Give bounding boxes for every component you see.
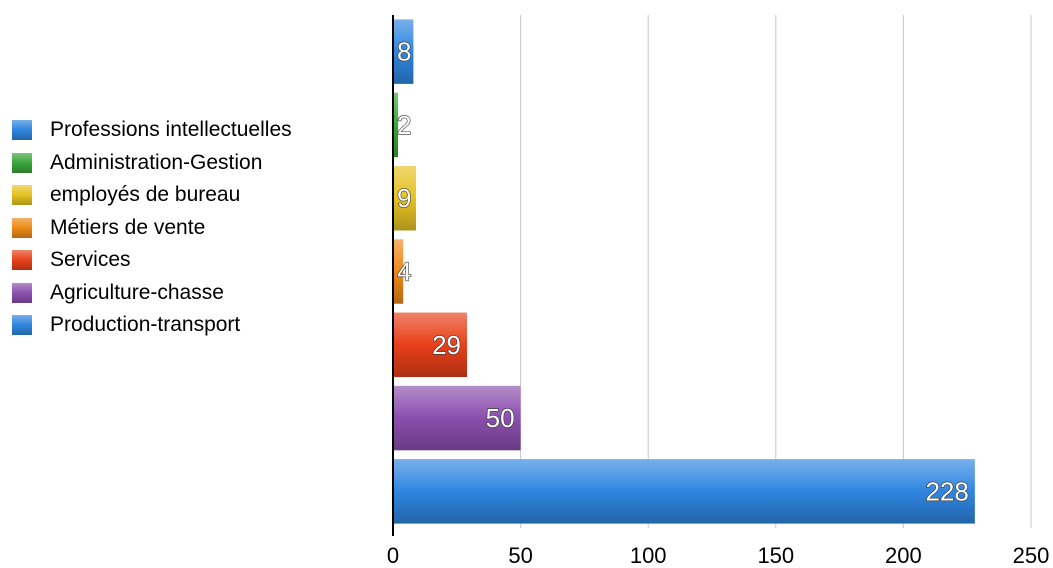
legend-item: Production-transport [12,309,372,342]
bar-4 [393,239,404,304]
legend: Professions intellectuelles Administratio… [12,114,372,342]
bar-7 [393,459,975,524]
legend-label: employés de bureau [50,183,241,207]
bar-value-label: 9 [397,183,411,213]
bar-5 [393,312,468,378]
legend-item: Administration-Gestion [12,147,372,180]
legend-swatch [12,120,32,141]
legend-item: employés de bureau [12,179,372,212]
x-tick-label: 100 [630,543,667,568]
bar-6 [393,385,521,451]
bar-value-label: 2 [397,110,411,140]
legend-label: Services [50,248,131,272]
legend-swatch [12,315,32,336]
legend-item: Agriculture-chasse [12,277,372,310]
legend-swatch [12,217,32,238]
x-tick-label: 150 [757,543,794,568]
legend-item: Métiers de vente [12,212,372,245]
legend-item: Services [12,244,372,277]
legend-swatch [12,250,32,271]
bar-3 [393,165,416,231]
legend-label: Administration-Gestion [50,150,263,174]
legend-label: Production-transport [50,313,241,337]
x-tick-label: 250 [1013,543,1050,568]
legend-label: Professions intellectuelles [50,118,292,142]
legend-swatch [12,282,32,303]
x-tick-label: 50 [508,543,532,568]
bar-2 [393,92,399,158]
legend-label: Métiers de vente [50,215,206,239]
bar-value-label: 4 [397,257,411,287]
legend-swatch [12,152,32,173]
x-tick-label: 0 [387,543,399,568]
bar-1 [393,19,414,84]
bar-value-label: 50 [486,403,515,433]
legend-swatch [12,185,32,206]
x-tick-labels: 0 50 100 150 200 250 [387,543,1049,568]
legend-label: Agriculture-chasse [50,280,224,304]
legend-item: Professions intellectuelles [12,114,372,147]
x-tick-label: 200 [885,543,922,568]
bar-value-label: 29 [432,330,461,360]
grid-lines [520,15,1032,528]
bar-value-label: 8 [397,37,411,67]
bar-value-label: 228 [925,476,968,506]
